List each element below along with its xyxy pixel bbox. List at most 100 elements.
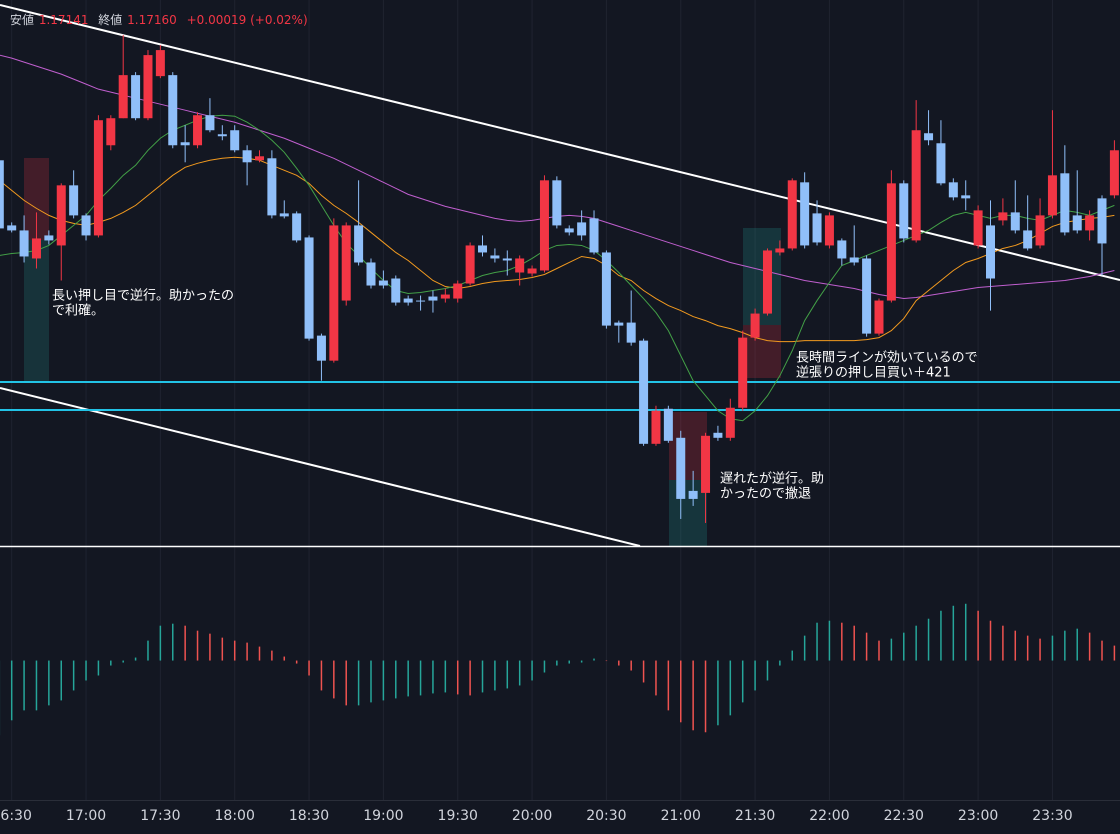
histogram-bar xyxy=(395,660,397,699)
histogram-bar xyxy=(977,610,979,661)
x-tick-label: 19:30 xyxy=(438,808,478,824)
histogram-bar xyxy=(134,657,137,661)
candle-body xyxy=(242,150,252,163)
candle-body xyxy=(292,213,302,241)
histogram-bar xyxy=(110,660,112,666)
histogram-bar xyxy=(816,622,818,661)
histogram-bar xyxy=(915,625,917,661)
histogram-bar xyxy=(357,660,360,706)
histogram-bar xyxy=(568,660,570,664)
candle-body xyxy=(354,225,364,263)
histogram-bar xyxy=(890,638,893,661)
annotation: で利確。 xyxy=(52,303,104,319)
histogram-bar xyxy=(618,660,620,666)
histogram-bar xyxy=(1014,630,1017,661)
candle-body xyxy=(824,215,834,246)
histogram-bar xyxy=(1113,645,1116,661)
candle-body xyxy=(93,120,103,236)
histogram-bar xyxy=(233,640,236,661)
low-value: 1.17141 xyxy=(38,13,89,27)
histogram-bar xyxy=(85,660,87,681)
histogram-bar xyxy=(655,660,657,696)
histogram-bar xyxy=(1026,635,1029,661)
histogram-bar xyxy=(283,656,286,661)
candle-body xyxy=(502,258,512,261)
candle-body xyxy=(267,158,277,216)
moving-average-line xyxy=(0,156,1115,343)
candle-body xyxy=(416,300,426,302)
histogram-bar xyxy=(989,620,992,661)
histogram-bar xyxy=(456,660,459,695)
candle-body xyxy=(1060,173,1070,233)
candle-body xyxy=(118,75,128,119)
candle-body xyxy=(391,278,401,303)
histogram-bar xyxy=(97,660,100,676)
histogram-bar xyxy=(320,660,323,691)
histogram-bar xyxy=(841,622,843,661)
annotation: かったので撤退 xyxy=(720,487,811,502)
candle-body xyxy=(155,50,165,77)
candle-body xyxy=(316,335,326,361)
candle-body xyxy=(143,55,153,119)
candle-body xyxy=(131,75,141,119)
histogram-bar xyxy=(667,660,670,711)
histogram-bar xyxy=(680,660,682,723)
histogram-bar xyxy=(295,660,298,664)
histogram-bar xyxy=(531,660,533,681)
candle-body xyxy=(56,185,66,246)
histogram-bar xyxy=(940,610,942,661)
candle-body xyxy=(738,337,748,408)
candle-body xyxy=(7,225,17,231)
histogram-bar xyxy=(1064,630,1066,661)
annotation: 遅れたが逆行。助 xyxy=(720,472,824,487)
histogram-bar xyxy=(370,660,372,703)
candle-body xyxy=(1023,230,1033,249)
histogram-bar xyxy=(221,637,224,661)
x-tick-label: 22:30 xyxy=(884,808,924,824)
candle-body xyxy=(1085,215,1095,231)
histogram-bar xyxy=(209,633,211,661)
x-tick-label: 18:00 xyxy=(215,808,255,824)
candle-body xyxy=(1097,198,1107,244)
candle-body xyxy=(1035,215,1045,246)
histogram-bar xyxy=(704,660,707,733)
candle-body xyxy=(106,118,116,146)
candle-body xyxy=(552,180,562,226)
candle-body xyxy=(713,432,723,438)
candle-body xyxy=(440,294,450,299)
histogram-bar xyxy=(593,658,595,661)
histogram-bar xyxy=(494,660,496,691)
candle-body xyxy=(341,225,351,301)
change-value: +0.00019 (+0.02%) xyxy=(186,13,308,27)
candle-body xyxy=(193,115,203,146)
candle-body xyxy=(0,160,4,229)
histogram-bar xyxy=(1088,632,1091,661)
candle-body xyxy=(589,218,599,253)
x-tick-label: 22:00 xyxy=(809,808,849,824)
histogram-bar xyxy=(952,605,955,661)
histogram-bar xyxy=(147,640,149,661)
x-tick-label: 21:00 xyxy=(661,808,701,824)
candle-body xyxy=(1010,212,1020,231)
histogram-bar xyxy=(1076,628,1078,661)
histogram-bar xyxy=(828,620,831,661)
histogram-bar xyxy=(60,660,62,701)
candle-body xyxy=(254,156,264,161)
x-tick-label: 17:30 xyxy=(140,808,180,824)
candle-body xyxy=(539,180,549,271)
histogram-bar xyxy=(72,660,75,691)
histogram-bar xyxy=(506,660,509,689)
close-value: 1.17160 xyxy=(127,13,177,27)
histogram-bar xyxy=(122,660,124,663)
candle-body xyxy=(973,210,983,246)
candle-body xyxy=(775,248,785,253)
candle-body xyxy=(564,228,574,233)
histogram-bar xyxy=(803,635,806,661)
close-label: 終値 xyxy=(98,13,123,27)
legend-header: 安値 1.17141 終値 1.17160 +0.00019 (+0.02%) xyxy=(10,11,314,28)
histogram-bar xyxy=(196,630,199,661)
candle-body xyxy=(19,230,29,257)
x-tick-label: 16:30 xyxy=(0,808,32,824)
candle-body xyxy=(812,213,822,243)
